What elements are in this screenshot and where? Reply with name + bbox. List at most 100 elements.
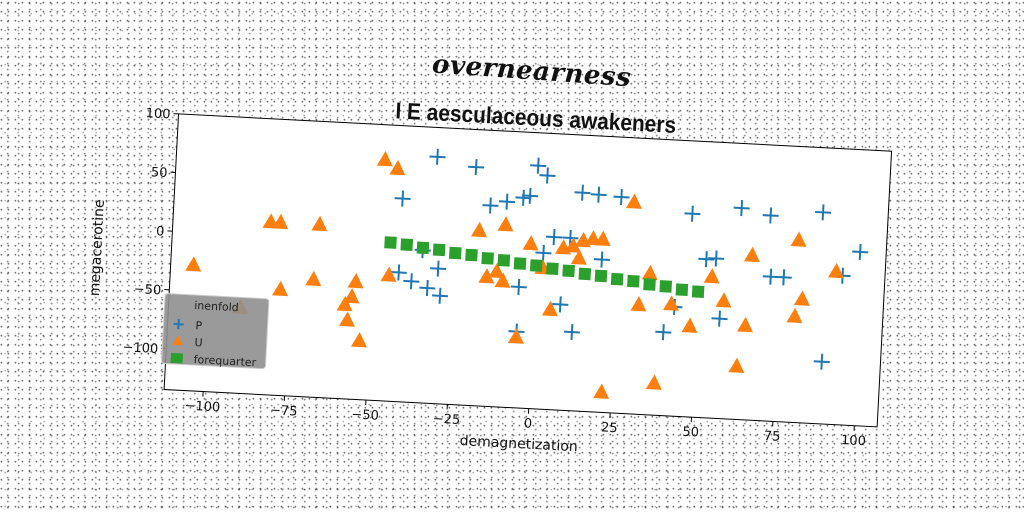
- p-point: [429, 148, 446, 165]
- p-point: [684, 205, 701, 222]
- legend-label: forequarter: [193, 353, 257, 369]
- p-point: [593, 251, 610, 268]
- forequarter-point: [675, 283, 689, 296]
- u-point: [593, 383, 610, 399]
- p-point: [403, 273, 420, 290]
- forequarter-point: [416, 241, 430, 255]
- forequarter-point: [497, 254, 511, 267]
- u-point: [494, 272, 511, 288]
- legend-marker-u: [172, 335, 183, 346]
- u-point: [570, 249, 587, 265]
- u-point: [790, 231, 807, 247]
- u-point: [793, 290, 810, 306]
- p-point: [552, 296, 569, 313]
- u-point: [380, 266, 397, 282]
- u-point: [743, 246, 760, 263]
- p-point: [590, 186, 607, 203]
- u-point: [336, 295, 353, 312]
- u-point: [488, 262, 505, 279]
- p-point: [498, 193, 515, 210]
- p-point: [522, 187, 539, 204]
- u-point: [185, 256, 202, 272]
- forequarter-point: [481, 251, 494, 265]
- p-point: [711, 310, 728, 327]
- x-tick-label: −25: [432, 412, 460, 428]
- legend-label: P: [195, 319, 203, 332]
- u-point: [625, 193, 642, 209]
- forequarter-point: [562, 264, 575, 278]
- y-tick-label: 100: [145, 106, 171, 122]
- p-point: [775, 269, 792, 286]
- u-point: [728, 357, 745, 374]
- u-point: [564, 237, 581, 253]
- p-point: [733, 200, 750, 217]
- u-point: [594, 230, 611, 247]
- u-point: [338, 311, 355, 327]
- y-tick-label: −100: [122, 340, 158, 357]
- y-tick-label: 0: [156, 224, 165, 239]
- u-point: [663, 295, 680, 311]
- p-point: [394, 190, 411, 207]
- p-point: [815, 204, 832, 221]
- u-point: [311, 215, 328, 232]
- p-point: [482, 197, 499, 214]
- x-axis-label: demagnetization: [459, 433, 578, 455]
- u-point: [343, 288, 360, 304]
- u-point: [497, 216, 514, 232]
- u-point: [350, 331, 367, 348]
- p-point: [515, 189, 532, 206]
- forequarter-point: [384, 236, 397, 249]
- u-point: [541, 300, 558, 317]
- p-point: [613, 189, 630, 206]
- forequarter-point: [691, 285, 705, 298]
- u-point: [305, 270, 322, 287]
- u-point: [389, 159, 406, 176]
- p-point: [510, 278, 527, 296]
- p-point: [431, 287, 449, 304]
- u-point: [736, 316, 753, 333]
- x-tick-label: 50: [682, 425, 699, 441]
- u-point: [376, 151, 393, 167]
- legend-label: U: [194, 336, 203, 349]
- legend-marker-forequarter: [170, 352, 184, 364]
- x-tick-label: −75: [270, 403, 298, 419]
- legend-title: inenfold: [194, 299, 239, 314]
- p-point: [419, 280, 436, 297]
- p-point: [390, 264, 407, 281]
- u-point: [681, 317, 698, 333]
- x-tick-label: 0: [523, 416, 532, 431]
- p-point: [562, 229, 579, 246]
- forequarter-point: [610, 272, 624, 286]
- forequarter-point: [400, 238, 414, 251]
- forequarter-point: [513, 257, 527, 270]
- u-point: [645, 374, 662, 390]
- p-point: [762, 207, 779, 224]
- series-forequarter: [384, 236, 705, 298]
- x-tick-label: 25: [601, 420, 618, 436]
- forequarter-point: [546, 262, 559, 276]
- y-tick-label: −50: [133, 282, 161, 298]
- u-point: [272, 213, 289, 230]
- y-tick-label: 50: [150, 165, 167, 181]
- forequarter-point: [594, 269, 608, 283]
- y-axis-label: megacerotine: [87, 199, 108, 297]
- p-point: [852, 243, 869, 260]
- p-point: [468, 159, 485, 176]
- u-point: [478, 268, 495, 284]
- x-tick-label: −100: [184, 399, 220, 416]
- forequarter-point: [448, 246, 462, 260]
- u-point: [715, 292, 732, 308]
- u-point: [827, 262, 844, 279]
- p-point: [813, 353, 830, 370]
- legend-box: [161, 293, 270, 370]
- series-u: [185, 151, 844, 399]
- p-point: [655, 324, 672, 341]
- x-tick-label: 100: [841, 433, 867, 449]
- forequarter-point: [578, 267, 592, 281]
- p-point: [563, 324, 580, 341]
- u-point: [470, 221, 487, 238]
- u-point: [786, 307, 803, 324]
- u-point: [272, 280, 288, 297]
